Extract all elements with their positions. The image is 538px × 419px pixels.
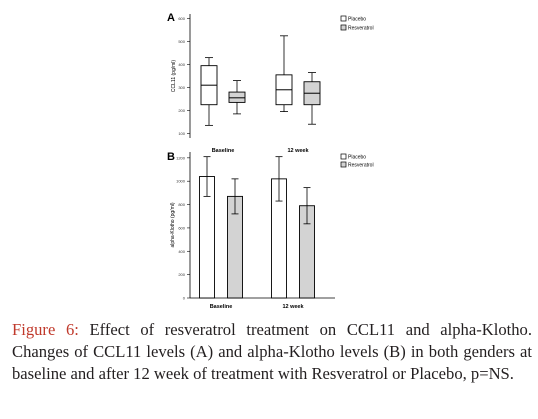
y-tick-label-A: 500 bbox=[178, 39, 185, 44]
box-resveratrol bbox=[228, 91, 246, 103]
y-tick-label-A: 400 bbox=[178, 62, 185, 67]
legend-swatch-resveratrol bbox=[340, 24, 347, 31]
caption-text: Effect of resveratrol treatment on CCL11… bbox=[12, 320, 532, 383]
y-tick-label-B: 1000 bbox=[176, 179, 186, 184]
legend-label-placebo: Placebo bbox=[348, 17, 366, 23]
y-tick-label-B: 0 bbox=[183, 296, 186, 301]
category-label-B: 12 week bbox=[282, 304, 304, 310]
caption-label: Figure 6: bbox=[12, 320, 79, 339]
y-tick-label-A: 300 bbox=[178, 85, 185, 90]
y-tick-label-B: 200 bbox=[178, 272, 185, 277]
y-tick-label-B: 1200 bbox=[176, 155, 186, 160]
y-tick-label-A: 100 bbox=[178, 131, 185, 136]
y-tick-label-B: 400 bbox=[178, 249, 185, 254]
legend-label-resveratrol: Resveratrol bbox=[348, 26, 374, 32]
panel-letter-A: A bbox=[167, 12, 175, 24]
category-label-A: Baseline bbox=[212, 148, 235, 154]
legend-label-resveratrol: Resveratrol bbox=[348, 163, 374, 169]
y-tick-label-B: 600 bbox=[178, 225, 185, 230]
category-label-B: Baseline bbox=[210, 304, 233, 310]
legend-label-placebo: Placebo bbox=[348, 155, 366, 161]
y-tick-label-A: 600 bbox=[178, 16, 185, 21]
y-tick-label-B: 800 bbox=[178, 202, 185, 207]
legend-swatch-resveratrol bbox=[340, 161, 347, 168]
category-label-A: 12 week bbox=[287, 148, 309, 154]
legend-swatch-placebo bbox=[340, 153, 347, 160]
y-axis-label-B: alpha-Klotho (pg/ml) bbox=[170, 202, 176, 247]
y-axis-label-A: CCL11 (pg/ml) bbox=[171, 60, 177, 92]
panel-letter-B: B bbox=[167, 151, 175, 163]
legend-swatch-placebo bbox=[340, 15, 347, 22]
figure-canvas: A 100 200 300 400 500 600 CCL11 (pg/ml) Baseline… bbox=[167, 12, 374, 310]
figure-caption: Figure 6: Effect of resveratrol treatmen… bbox=[12, 319, 532, 385]
y-tick-label-A: 200 bbox=[178, 108, 185, 113]
